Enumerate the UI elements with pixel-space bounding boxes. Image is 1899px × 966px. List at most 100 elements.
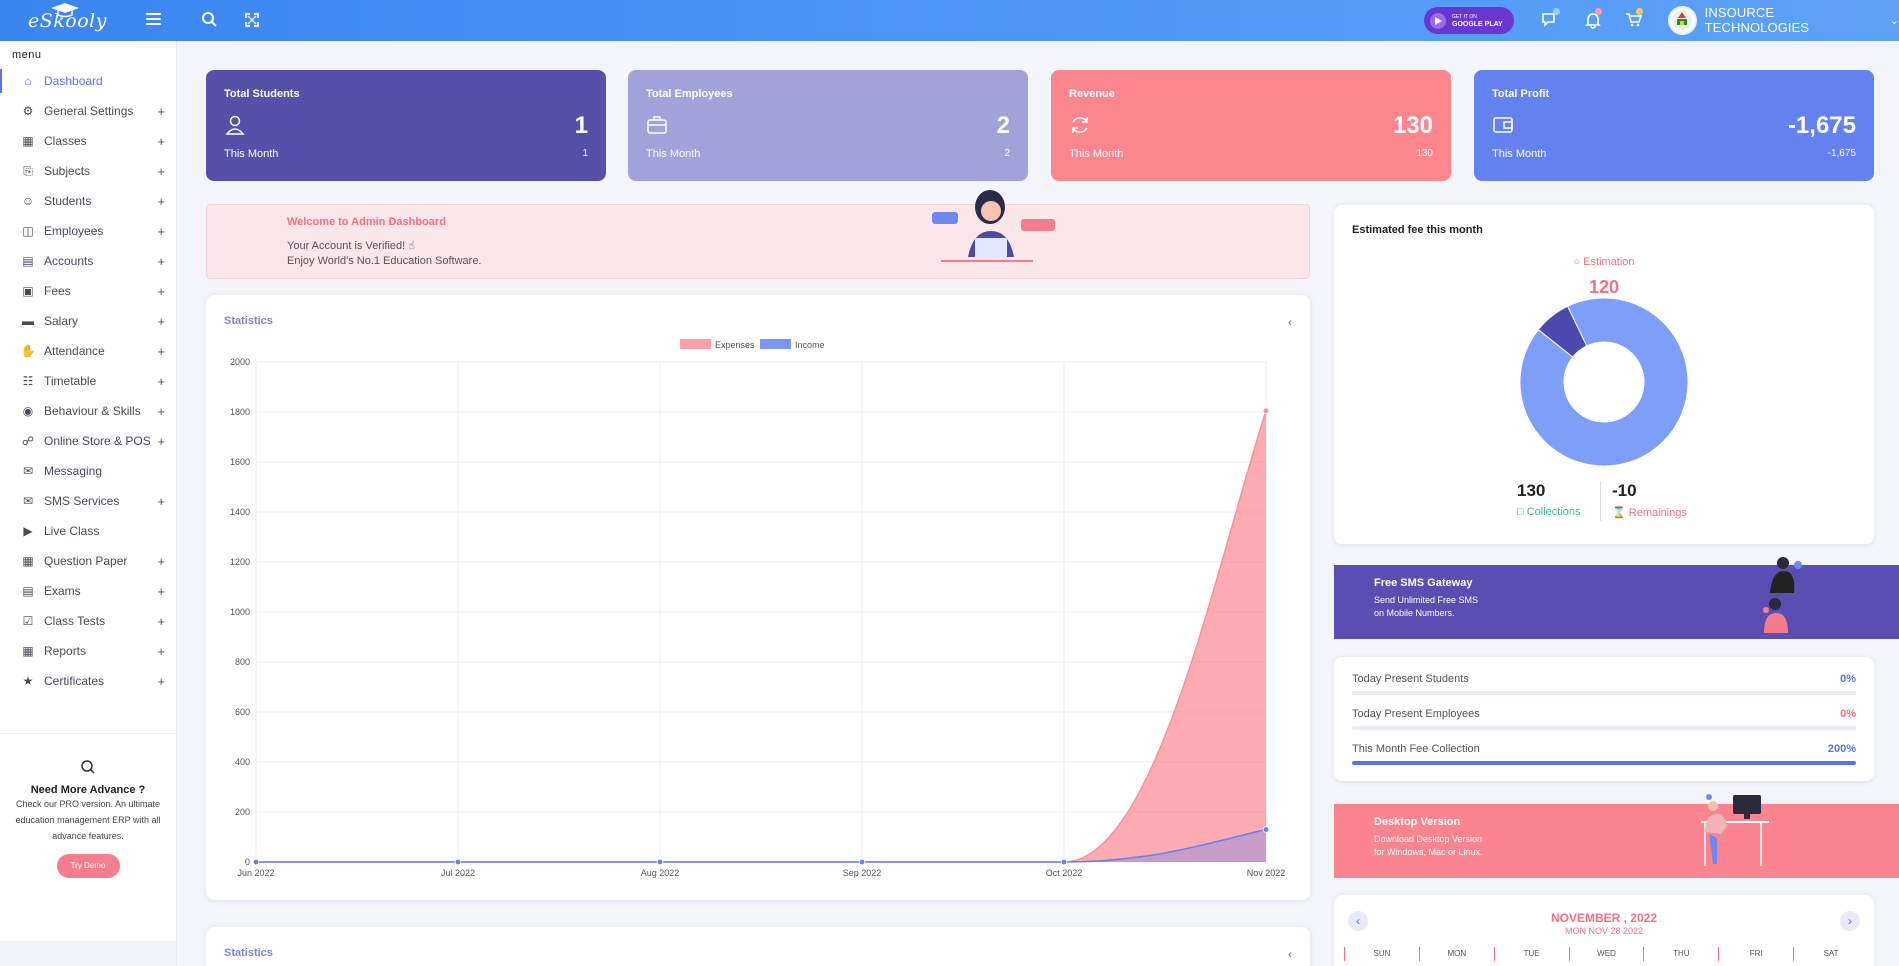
sidebar-item-live-class[interactable]: ▶ Live Class [0, 516, 176, 546]
collections-value: 130 [1517, 481, 1546, 500]
card-revenue[interactable]: Revenue 130 This Month 130 [1051, 70, 1451, 181]
expand-icon[interactable]: + [157, 614, 165, 629]
sidebar-item-general-settings[interactable]: ⚙ General Settings + [0, 96, 176, 126]
sidebar-item-label: Class Tests [44, 614, 106, 628]
y-tick-label: 200 [235, 807, 250, 817]
weekday-label: WED [1568, 947, 1644, 961]
gear-icon: ⚙ [22, 104, 34, 118]
desktop-version-banner[interactable]: Desktop Version Download Desktop Version… [1334, 794, 1899, 878]
chat-icon[interactable] [1540, 10, 1560, 30]
card-total-employees[interactable]: Total Employees 2 This Month 2 [628, 70, 1028, 181]
sidebar-item-label: Dashboard [44, 74, 103, 88]
gplay-line2: GOOGLE PLAY [1452, 20, 1503, 28]
sidebar-item-online-store-pos[interactable]: ☍ Online Store & POS + [0, 426, 176, 456]
card-value: -1,675 [1787, 112, 1856, 139]
expand-icon[interactable]: + [157, 644, 165, 659]
attendance-percent: 0% [1840, 708, 1856, 720]
sidebar-item-timetable[interactable]: ☷ Timetable + [0, 366, 176, 396]
cash-icon: □ [1517, 506, 1524, 518]
chevron-down-icon[interactable]: ⌄ [1889, 14, 1899, 27]
expand-icon[interactable]: + [157, 554, 165, 569]
card-title: Total Profit [1492, 88, 1550, 100]
sms-line2: on Mobile Numbers. [1374, 608, 1455, 618]
bell-icon[interactable] [1583, 10, 1603, 30]
sidebar-item-classes[interactable]: ▦ Classes + [0, 126, 176, 156]
sidebar-item-employees[interactable]: ◫ Employees + [0, 216, 176, 246]
sidebar-item-label: Exams [44, 584, 81, 598]
sidebar-item-messaging[interactable]: ✉ Messaging [0, 456, 176, 486]
expand-icon[interactable]: + [157, 254, 165, 269]
sidebar-item-dashboard[interactable]: ⌂ Dashboard [0, 66, 176, 96]
card-total-profit[interactable]: Total Profit -1,675 This Month -1,675 [1474, 70, 1874, 181]
chevron-left-icon[interactable]: ‹ [1288, 947, 1292, 961]
sidebar-item-label: Students [44, 194, 92, 208]
sidebar-item-students[interactable]: ☺ Students + [0, 186, 176, 216]
search-icon [81, 760, 95, 774]
expand-icon[interactable]: + [157, 134, 165, 149]
top-bar: eSkooly GET IT ON GOOGLE PLAY INSOURCE T… [0, 0, 1899, 41]
sidebar-item-subjects[interactable]: ⎘ Subjects + [0, 156, 176, 186]
sms-gateway-banner[interactable]: Free SMS Gateway Send Unlimited Free SMS… [1334, 557, 1899, 639]
expand-icon[interactable]: + [157, 314, 165, 329]
expand-icon[interactable]: + [157, 434, 165, 449]
sidebar-item-exams[interactable]: ▤ Exams + [0, 576, 176, 606]
expand-icon[interactable]: + [157, 344, 165, 359]
user-menu[interactable]: INSOURCE TECHNOLOGIES ⌄ [1668, 5, 1899, 35]
promo-title: Need More Advance ? [30, 784, 146, 796]
chevron-left-icon[interactable]: ‹ [1348, 911, 1368, 931]
logo-text: eSkooly [28, 9, 107, 32]
expand-icon[interactable]: + [157, 494, 165, 509]
attendance-percent: 200% [1827, 743, 1856, 755]
expand-icon[interactable]: + [157, 164, 165, 179]
expand-icon[interactable]: + [157, 194, 165, 209]
expand-icon[interactable]: + [157, 374, 165, 389]
chevron-right-icon[interactable]: › [1840, 911, 1860, 931]
chevron-left-icon[interactable]: ‹ [1288, 315, 1292, 329]
try-demo-button[interactable]: Try Demo [56, 854, 120, 878]
welcome-title: Welcome to Admin Dashboard [287, 216, 446, 228]
sidebar-item-attendance[interactable]: ✋ Attendance + [0, 336, 176, 366]
estimation-donut-chart [1519, 297, 1689, 467]
expand-icon[interactable]: + [157, 104, 165, 119]
app-logo[interactable]: eSkooly [0, 0, 177, 41]
progress-fill [1352, 761, 1856, 765]
expand-icon[interactable]: + [157, 284, 165, 299]
sidebar-item-accounts[interactable]: ▤ Accounts + [0, 246, 176, 276]
y-tick-label: 1600 [230, 457, 250, 467]
sidebar-item-class-tests[interactable]: ☑ Class Tests + [0, 606, 176, 636]
expand-icon[interactable]: + [157, 224, 165, 239]
refresh-icon [1072, 117, 1088, 133]
expand-icon[interactable]: + [157, 404, 165, 419]
document-icon: ▦ [22, 554, 34, 568]
sidebar-item-sms-services[interactable]: ✉ SMS Services + [0, 486, 176, 516]
y-tick-label: 2000 [230, 357, 250, 367]
sidebar-item-label: Online Store & POS [44, 434, 151, 448]
data-point [656, 858, 664, 866]
sidebar-item-salary[interactable]: ▬ Salary + [0, 306, 176, 336]
expand-icon[interactable]: + [157, 584, 165, 599]
cart-icon[interactable] [1624, 10, 1644, 30]
statistics-panel-2: Statistics ‹ [206, 927, 1310, 966]
sidebar-item-certificates[interactable]: ★ Certificates + [0, 666, 176, 696]
chat-badge [1553, 8, 1560, 15]
card-total-students[interactable]: Total Students 1 This Month 1 [206, 70, 606, 181]
sidebar-item-question-paper[interactable]: ▦ Question Paper + [0, 546, 176, 576]
sidebar-item-reports[interactable]: ▦ Reports + [0, 636, 176, 666]
fullscreen-icon[interactable] [242, 10, 262, 30]
google-play-button[interactable]: GET IT ON GOOGLE PLAY [1424, 7, 1514, 34]
card-value: 1 [574, 112, 588, 139]
sidebar-item-label: Behaviour & Skills [44, 404, 141, 418]
y-tick-label: 1200 [230, 557, 250, 567]
desktop-title: Desktop Version [1374, 816, 1461, 828]
expand-icon[interactable]: + [157, 674, 165, 689]
estimation-value: 120 [1588, 277, 1620, 297]
sidebar-item-fees[interactable]: ▣ Fees + [0, 276, 176, 306]
data-point [454, 858, 462, 866]
progress-bar [1352, 726, 1856, 730]
desktop-line1: Download Desktop Version [1374, 834, 1483, 844]
search-icon[interactable] [200, 10, 220, 30]
menu-toggle-icon[interactable] [146, 13, 161, 27]
desktop-line2: for Windows, Mac or Linux. [1374, 847, 1483, 857]
sidebar-item-behaviour-skills[interactable]: ◉ Behaviour & Skills + [0, 396, 176, 426]
sidebar-item-label: Timetable [44, 374, 97, 388]
